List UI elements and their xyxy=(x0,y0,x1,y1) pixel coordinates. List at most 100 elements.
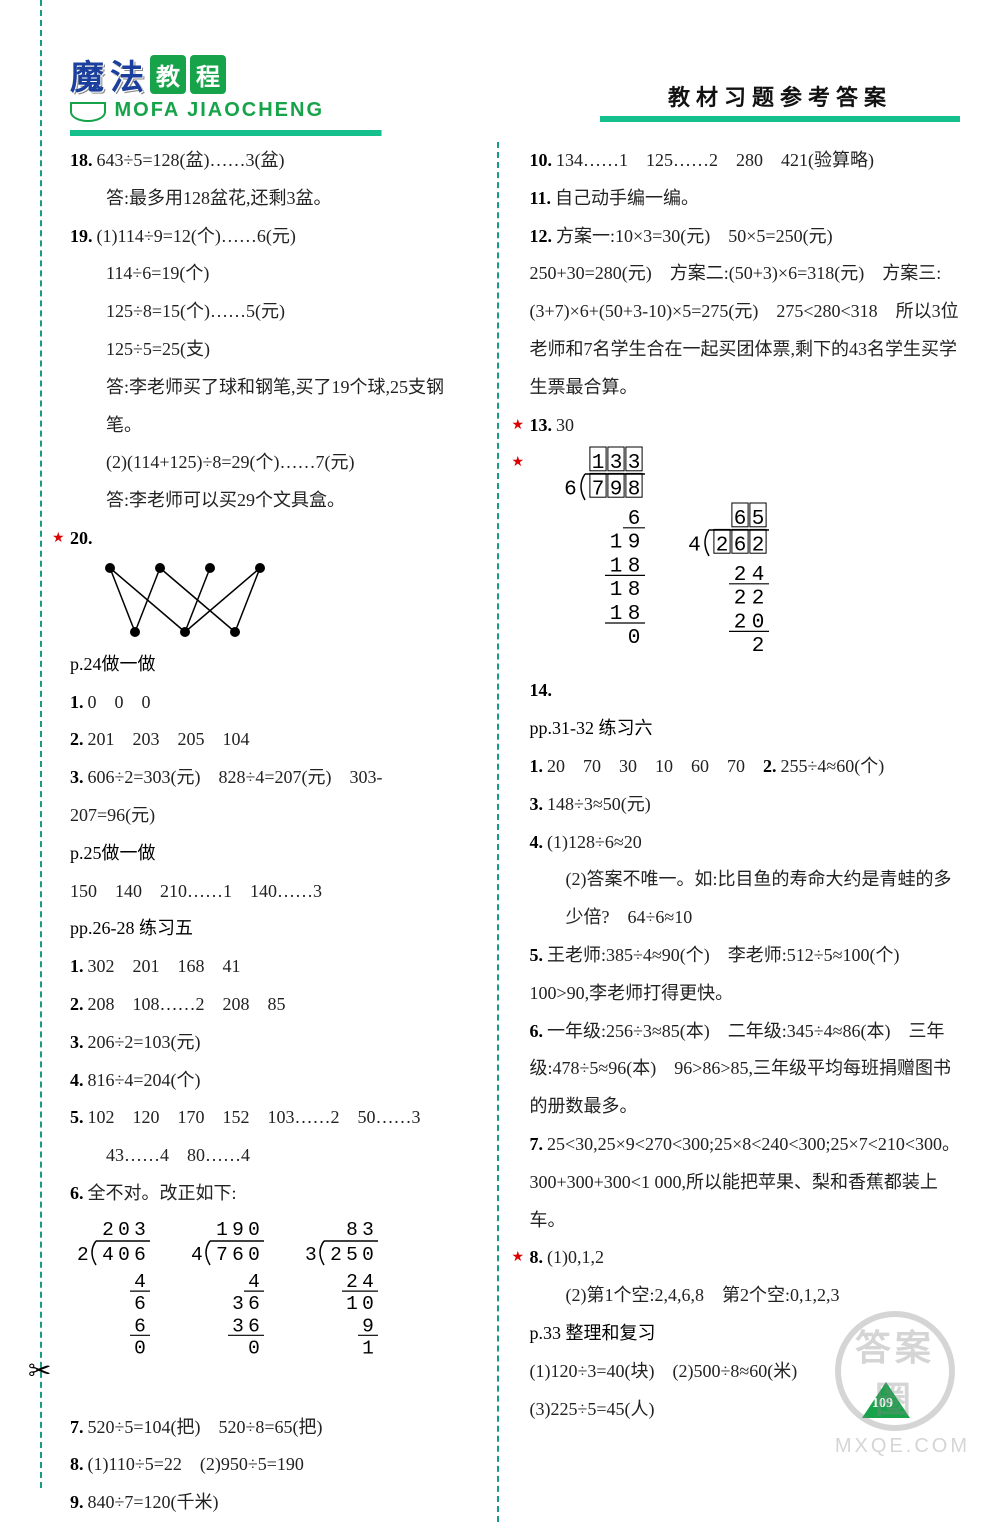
answer-line: ★20. xyxy=(70,520,467,642)
svg-text:4: 4 xyxy=(362,1271,374,1293)
answer-text: 840÷7=120(千米) xyxy=(88,1492,219,1512)
answer-line: 43……4 80……4 xyxy=(106,1137,467,1175)
answer-line: 19.(1)114÷9=12(个)……6(元) xyxy=(70,218,467,256)
svg-text:2: 2 xyxy=(752,588,765,611)
left-dashed-margin xyxy=(40,0,42,1488)
svg-text:9: 9 xyxy=(628,532,641,555)
answer-line: ★8.(1)0,1,2 xyxy=(529,1239,960,1277)
item-number: 14. xyxy=(529,680,552,700)
svg-text:6: 6 xyxy=(134,1244,146,1266)
answer-text: 王老师:385÷4≈90(个) 李老师:512÷5≈100(个) 100>90,… xyxy=(529,945,917,1003)
answer-text: 125÷5=25(支) xyxy=(106,339,210,359)
svg-text:6: 6 xyxy=(564,479,577,502)
answer-text: 148÷3≈50(元) xyxy=(547,794,651,814)
answer-line: 125÷8=15(个)……5(元) xyxy=(106,293,467,331)
scissors-icon: ✂ xyxy=(28,1354,51,1388)
answer-line: 4.816÷4=204(个) xyxy=(70,1062,467,1100)
svg-text:0: 0 xyxy=(248,1219,260,1241)
answer-text: 520÷5=104(把) 520÷8=65(把) xyxy=(88,1417,323,1437)
svg-text:0: 0 xyxy=(362,1244,374,1266)
answer-line: 7.520÷5=104(把) 520÷8=65(把) xyxy=(70,1409,467,1447)
answer-text: 答:最多用128盆花,还剩3盆。 xyxy=(106,188,332,208)
svg-text:6: 6 xyxy=(734,535,747,558)
item-number: 7. xyxy=(70,1417,84,1437)
svg-text:5: 5 xyxy=(752,508,765,531)
long-division: 20324064660 xyxy=(70,1213,160,1395)
answer-line: 1.20 70 30 10 60 70 2.255÷4≈60(个) xyxy=(529,748,960,786)
answer-text: 答:李老师可以买29个文具盒。 xyxy=(106,490,345,510)
svg-text:1: 1 xyxy=(610,532,623,555)
answer-text: 114÷6=19(个) xyxy=(106,263,209,283)
answer-line: 9.840÷7=120(千米) xyxy=(70,1484,467,1522)
svg-text:2: 2 xyxy=(752,535,765,558)
logo-char-1: 魔 xyxy=(70,50,104,99)
answer-text: 606÷2=303(元) 828÷4=207(元) 303-207=96(元) xyxy=(70,767,383,825)
svg-text:0: 0 xyxy=(628,627,641,650)
answer-text: 43……4 80……4 xyxy=(106,1145,250,1165)
answer-text: 一年级:256÷3≈85(本) 二年级:345÷4≈86(本) 三年级:478÷… xyxy=(529,1021,951,1117)
item-number: 7. xyxy=(529,1134,543,1154)
answer-text: 150 140 210……1 140……3 xyxy=(70,881,322,901)
svg-text:6: 6 xyxy=(134,1315,146,1337)
svg-text:2: 2 xyxy=(752,636,765,659)
item-number: 12. xyxy=(529,226,552,246)
long-division: 6542622422202 xyxy=(680,500,780,696)
answer-line: 2.208 108……2 208 85 xyxy=(70,986,467,1024)
svg-text:2: 2 xyxy=(346,1271,358,1293)
svg-text:8: 8 xyxy=(628,479,641,502)
answer-line: 3.148÷3≈50(元) xyxy=(529,786,960,824)
long-division: 833250241091 xyxy=(298,1213,388,1395)
answer-text: 125÷8=15(个)……5(元) xyxy=(106,301,285,321)
svg-text:5: 5 xyxy=(346,1244,358,1266)
long-division: 1904760436360 xyxy=(184,1213,274,1395)
svg-text:0: 0 xyxy=(134,1337,146,1359)
svg-text:1: 1 xyxy=(610,580,623,603)
answer-text: 208 108……2 208 85 xyxy=(88,994,286,1014)
answer-text: 201 203 205 104 xyxy=(88,729,250,749)
svg-text:8: 8 xyxy=(628,580,641,603)
answer-text: 206÷2=103(元) xyxy=(88,1032,201,1052)
answer-line: 6.全不对。改正如下: xyxy=(70,1175,467,1213)
answer-text: 255÷4≈60(个) xyxy=(780,756,884,776)
item-number: 8. xyxy=(529,1247,543,1267)
svg-text:2: 2 xyxy=(716,535,729,558)
answer-line: 5.王老师:385÷4≈90(个) 李老师:512÷5≈100(个) 100>9… xyxy=(529,937,960,1013)
svg-text:6: 6 xyxy=(248,1315,260,1337)
item-number: 3. xyxy=(70,1032,84,1052)
logo-jiaocheng: 教 程 xyxy=(150,55,226,94)
section-heading: p.25做一做 xyxy=(70,835,467,873)
answer-text: (2)第1个空:2,4,6,8 第2个空:0,1,2,3 xyxy=(565,1285,839,1305)
svg-text:9: 9 xyxy=(362,1315,374,1337)
svg-text:2: 2 xyxy=(102,1219,114,1241)
item-number: 3. xyxy=(70,767,84,787)
answer-text: 643÷5=128(盆)……3(盆) xyxy=(97,150,285,170)
answer-line: 4.(1)128÷6≈20 xyxy=(529,824,960,862)
answer-text: (2)(114+125)÷8=29(个)……7(元) xyxy=(106,452,354,472)
answer-line: 7.25<30,25×9<270<300;25×8<240<300;25×7<2… xyxy=(529,1126,960,1239)
star-icon: ★ xyxy=(511,411,524,440)
answer-text: 20 70 30 10 60 70 xyxy=(547,756,763,776)
svg-text:7: 7 xyxy=(592,479,605,502)
logo-pinyin-row: MOFA JIAOCHENG xyxy=(70,99,324,122)
answer-line: 150 140 210……1 140……3 xyxy=(70,873,467,911)
dot-diagram xyxy=(100,562,280,642)
answer-line: 2.201 203 205 104 xyxy=(70,721,467,759)
answer-text: (1)120÷3=40(块) (2)500÷8≈60(米) xyxy=(529,1361,797,1381)
item-number: 9. xyxy=(70,1492,84,1512)
answer-line: 3.206÷2=103(元) xyxy=(70,1024,467,1062)
answer-line: 114÷6=19(个) xyxy=(106,255,467,293)
item-number: 2. xyxy=(70,994,84,1014)
section-heading: pp.31-32 练习六 xyxy=(529,710,960,748)
watermark: 答案圈 MXQE.COM xyxy=(835,1311,970,1458)
svg-text:4: 4 xyxy=(102,1244,114,1266)
svg-text:7: 7 xyxy=(216,1244,228,1266)
svg-text:3: 3 xyxy=(628,452,641,475)
item-number: 1. xyxy=(70,956,84,976)
answer-text: (1)0,1,2 xyxy=(547,1247,604,1267)
star-icon: ★ xyxy=(52,524,65,553)
answer-text: 30 xyxy=(556,415,574,435)
svg-text:6: 6 xyxy=(232,1244,244,1266)
answer-line: 答:最多用128盆花,还剩3盆。 xyxy=(106,180,467,218)
answer-line: 125÷5=25(支) xyxy=(106,331,467,369)
answer-text: (1)114÷9=12(个)……6(元) xyxy=(97,226,296,246)
